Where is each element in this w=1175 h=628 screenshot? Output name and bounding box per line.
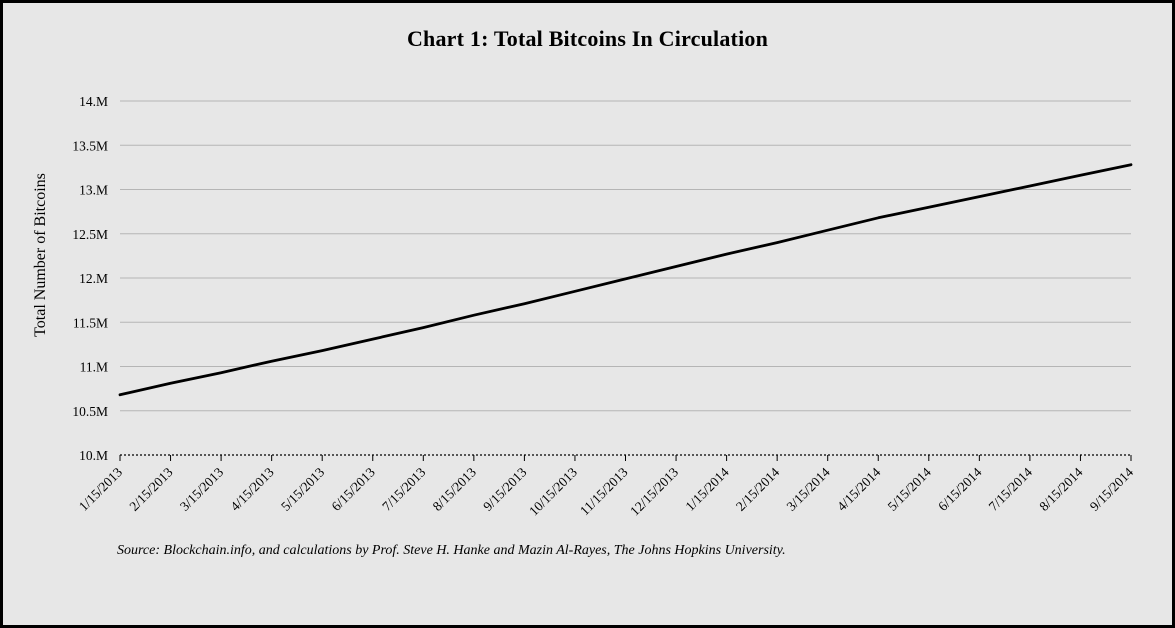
x-tick-label: 7/15/2013 bbox=[379, 464, 428, 513]
x-tick-label: 5/15/2014 bbox=[885, 464, 934, 513]
chart-title: Chart 1: Total Bitcoins In Circulation bbox=[406, 26, 769, 51]
x-tick-label: 7/15/2014 bbox=[986, 464, 1035, 513]
x-tick-label: 4/15/2013 bbox=[227, 464, 276, 513]
x-tick-label: 5/15/2013 bbox=[278, 464, 327, 513]
x-tick-label: 1/15/2014 bbox=[682, 464, 731, 513]
y-tick-label: 11.5M bbox=[73, 315, 108, 330]
x-tick-label: 12/15/2013 bbox=[627, 464, 681, 518]
y-tick-label: 13.5M bbox=[72, 138, 108, 153]
x-tick-labels: 1/15/2013 2/15/2013 3/15/2013 4/15/2013 5/15… bbox=[76, 464, 1136, 518]
x-tick-label: 2/15/2014 bbox=[733, 464, 782, 513]
x-tick-label: 2/15/2013 bbox=[126, 464, 175, 513]
x-tick-label: 10/15/2013 bbox=[526, 464, 580, 518]
y-tick-label: 13.M bbox=[79, 183, 108, 198]
y-tick-labels: 10.M 10.5M 11.M 11.5M 12.M 12.5M 13.M 13.5M 14.M bbox=[72, 94, 108, 463]
x-tick-label: 3/15/2014 bbox=[783, 464, 832, 513]
x-tick-label: 11/15/2013 bbox=[577, 464, 631, 518]
gridlines bbox=[120, 100, 1131, 412]
y-tick-label: 10.M bbox=[79, 448, 108, 463]
y-tick-label: 14.M bbox=[79, 94, 108, 109]
y-tick-label: 11.M bbox=[80, 360, 108, 375]
y-tick-label: 12.5M bbox=[72, 227, 108, 242]
source-note: Source: Blockchain.info, and calculation… bbox=[117, 543, 786, 558]
y-tick-label: 10.5M bbox=[72, 404, 108, 419]
x-tick-label: 8/15/2013 bbox=[430, 464, 479, 513]
x-tick-label: 8/15/2014 bbox=[1036, 464, 1085, 513]
chart-canvas: 10.M 10.5M 11.M 11.5M 12.M 12.5M 13.M 13.5M 14.M… bbox=[32, 94, 1136, 519]
series-line bbox=[118, 163, 1133, 397]
x-tick-label: 9/15/2013 bbox=[480, 464, 529, 513]
x-tick-label: 6/15/2013 bbox=[329, 464, 378, 513]
x-tick-label: 3/15/2013 bbox=[177, 464, 226, 513]
y-tick-label: 12.M bbox=[79, 271, 108, 286]
y-axis-title: Total Number of Bitcoins bbox=[32, 173, 49, 337]
x-tick-label: 6/15/2014 bbox=[935, 464, 984, 513]
x-tick-label: 1/15/2013 bbox=[76, 464, 125, 513]
x-tick-label: 9/15/2014 bbox=[1087, 464, 1136, 513]
x-axis bbox=[119, 454, 1132, 461]
x-tick-label: 4/15/2014 bbox=[834, 464, 883, 513]
